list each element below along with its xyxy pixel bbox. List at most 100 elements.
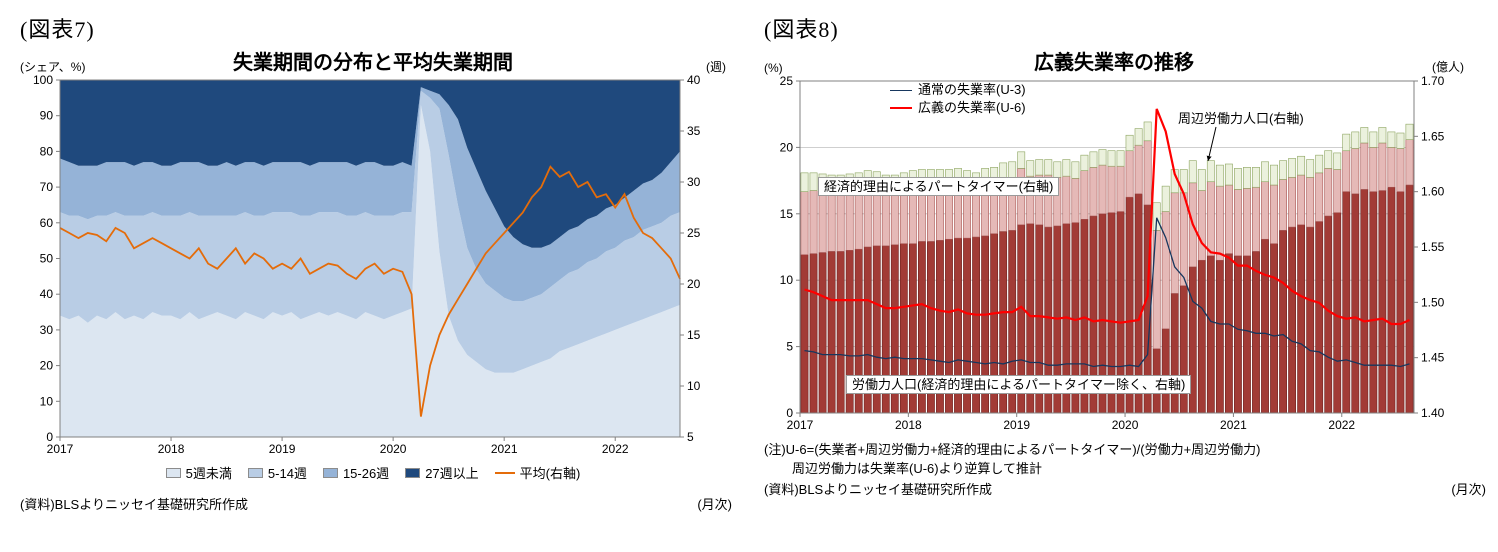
pter-label: 経済的理由によるパートタイマー(右軸) <box>818 177 1060 196</box>
figure8-header-row: (%) 広義失業率の推移 (億人) <box>764 46 1464 75</box>
note-line-2: 周辺労働力は失業率(U-6)より逆算して推計 <box>792 460 1042 476</box>
svg-text:10: 10 <box>780 273 794 287</box>
rate-line-1 <box>804 108 1410 326</box>
svg-text:2022: 2022 <box>1328 418 1355 432</box>
legend-label: 5-14週 <box>267 466 307 481</box>
legend-label: 27週以上 <box>425 466 479 481</box>
svg-text:1.70: 1.70 <box>1421 75 1445 88</box>
legend-row-u6: 広義の失業率(U-6) <box>890 99 1026 117</box>
figure8-chart-area: 0 5 10 15 20 25 1.40 1.45 1.50 1.55 1.60 1.65 1.70 20… <box>764 75 1464 435</box>
svg-text:5: 5 <box>687 430 694 444</box>
figure8-source-row: (資料)BLSよりニッセイ基礎研究所作成 (月次) <box>764 481 1486 500</box>
stacked-areas <box>60 80 680 437</box>
figure7-label: (図表7) <box>20 17 95 42</box>
legend-label: 5週未満 <box>185 466 232 481</box>
u3-legend-label: 通常の失業率(U-3) <box>918 82 1026 97</box>
figure8-line-legend: 通常の失業率(U-3) 広義の失業率(U-6) <box>890 81 1026 117</box>
figure8-left-axis-unit: (%) <box>764 61 783 75</box>
svg-text:25: 25 <box>780 75 794 88</box>
figure8-frequency: (月次) <box>1451 481 1486 497</box>
svg-text:1.50: 1.50 <box>1421 295 1445 309</box>
svg-text:2021: 2021 <box>1220 418 1247 432</box>
legend-color-swatch <box>322 467 338 478</box>
svg-text:10: 10 <box>687 379 701 393</box>
svg-text:2021: 2021 <box>491 442 518 456</box>
svg-text:80: 80 <box>40 144 54 158</box>
figure7-source: (資料)BLSよりニッセイ基礎研究所作成 <box>20 497 248 512</box>
figure7-left-axis-unit: (シェア、%) <box>20 60 86 74</box>
legend-item: 27週以上 <box>405 463 479 482</box>
legend-label: 平均(右軸) <box>519 466 581 481</box>
svg-text:100: 100 <box>33 75 53 87</box>
svg-text:2017: 2017 <box>787 418 814 432</box>
svg-text:60: 60 <box>40 216 54 230</box>
marginal-labor-label: 周辺労働力人口(右軸) <box>1178 111 1304 126</box>
svg-text:1.60: 1.60 <box>1421 185 1445 199</box>
legend-item: 5-14週 <box>247 463 307 482</box>
unemployment-duration-chart: 0 10 20 30 40 50 60 70 80 90 100 5 10 15 20 25 30 35 40 201… <box>33 75 701 456</box>
svg-text:2019: 2019 <box>269 442 296 456</box>
svg-text:0: 0 <box>786 406 793 420</box>
u3-line-swatch <box>890 89 912 91</box>
svg-text:2020: 2020 <box>380 442 407 456</box>
svg-text:1.55: 1.55 <box>1421 240 1445 254</box>
svg-text:20: 20 <box>780 140 794 154</box>
svg-text:2019: 2019 <box>1003 418 1030 432</box>
figure7-header-row: (シェア、%) 失業期間の分布と平均失業期間 (週) <box>20 46 726 75</box>
svg-text:25: 25 <box>687 226 701 240</box>
figure8-label: (図表8) <box>764 17 839 42</box>
broad-unemployment-chart: 0 5 10 15 20 25 1.40 1.45 1.50 1.55 1.60 1.65 1.70 20… <box>780 75 1445 432</box>
figure7-panel: (図表7) (シェア、%) 失業期間の分布と平均失業期間 (週) 0 10 20 30… <box>0 0 748 552</box>
legend-item: 15-26週 <box>322 463 390 482</box>
svg-text:15: 15 <box>780 207 794 221</box>
svg-text:1.65: 1.65 <box>1421 129 1445 143</box>
legend-color-swatch <box>405 467 421 478</box>
svg-text:2022: 2022 <box>602 442 629 456</box>
svg-text:10: 10 <box>40 394 54 408</box>
figure8-source: (資料)BLSよりニッセイ基礎研究所作成 <box>764 481 992 497</box>
labor-force-label: 労働力人口(経済的理由によるパートタイマー除く、右軸) <box>846 375 1192 394</box>
svg-text:5: 5 <box>786 340 793 354</box>
figure7-right-axis-unit: (週) <box>706 60 726 74</box>
figure7-legend: 5週未満 5-14週 15-26週 27週以上 平均(右軸) <box>20 463 726 482</box>
axes: 0 5 10 15 20 25 1.40 1.45 1.50 1.55 1.60 1.65 1.70 20… <box>780 75 1445 432</box>
figure8-panel: (図表8) (%) 広義失業率の推移 (億人) 0 5 10 15 20 25 1.40 1.… <box>748 0 1498 552</box>
legend-color-swatch <box>247 467 263 478</box>
legend-row-u3: 通常の失業率(U-3) <box>890 81 1026 99</box>
u6-line-swatch <box>890 107 912 109</box>
svg-text:0: 0 <box>46 430 53 444</box>
figure7-title: 失業期間の分布と平均失業期間 <box>233 52 513 74</box>
figure8-title: 広義失業率の推移 <box>1034 52 1194 74</box>
rate-line-0 <box>804 217 1410 368</box>
svg-text:2020: 2020 <box>1112 418 1139 432</box>
legend-item: 平均(右軸) <box>494 463 581 482</box>
svg-text:15: 15 <box>687 328 701 342</box>
svg-text:2018: 2018 <box>895 418 922 432</box>
svg-text:20: 20 <box>687 277 701 291</box>
svg-text:1.45: 1.45 <box>1421 351 1445 365</box>
figure7-frequency: (月次) <box>697 497 732 512</box>
svg-text:2017: 2017 <box>47 442 74 456</box>
svg-text:40: 40 <box>40 287 54 301</box>
figure8-notes: (注)U-6=(失業者+周辺労働力+経済的理由によるパートタイマー)/(労働力+… <box>764 441 1486 500</box>
svg-text:35: 35 <box>687 124 701 138</box>
svg-text:1.40: 1.40 <box>1421 406 1445 420</box>
figure7-footer: (資料)BLSよりニッセイ基礎研究所作成 (月次) <box>20 494 732 513</box>
u6-legend-label: 広義の失業率(U-6) <box>918 100 1026 115</box>
svg-text:40: 40 <box>687 75 701 87</box>
svg-text:70: 70 <box>40 180 54 194</box>
svg-text:2018: 2018 <box>158 442 185 456</box>
svg-text:30: 30 <box>687 175 701 189</box>
svg-text:30: 30 <box>40 323 54 337</box>
svg-text:90: 90 <box>40 109 54 123</box>
figure8-right-axis-unit: (億人) <box>1432 60 1464 74</box>
svg-text:50: 50 <box>40 252 54 266</box>
legend-item: 5週未満 <box>165 463 232 482</box>
legend-line-swatch <box>494 471 515 474</box>
note-line-1: (注)U-6=(失業者+周辺労働力+経済的理由によるパートタイマー)/(労働力+… <box>764 442 1261 457</box>
legend-color-swatch <box>165 467 181 478</box>
average-weeks-line <box>59 165 681 417</box>
svg-text:20: 20 <box>40 359 54 373</box>
legend-label: 15-26週 <box>342 466 390 481</box>
